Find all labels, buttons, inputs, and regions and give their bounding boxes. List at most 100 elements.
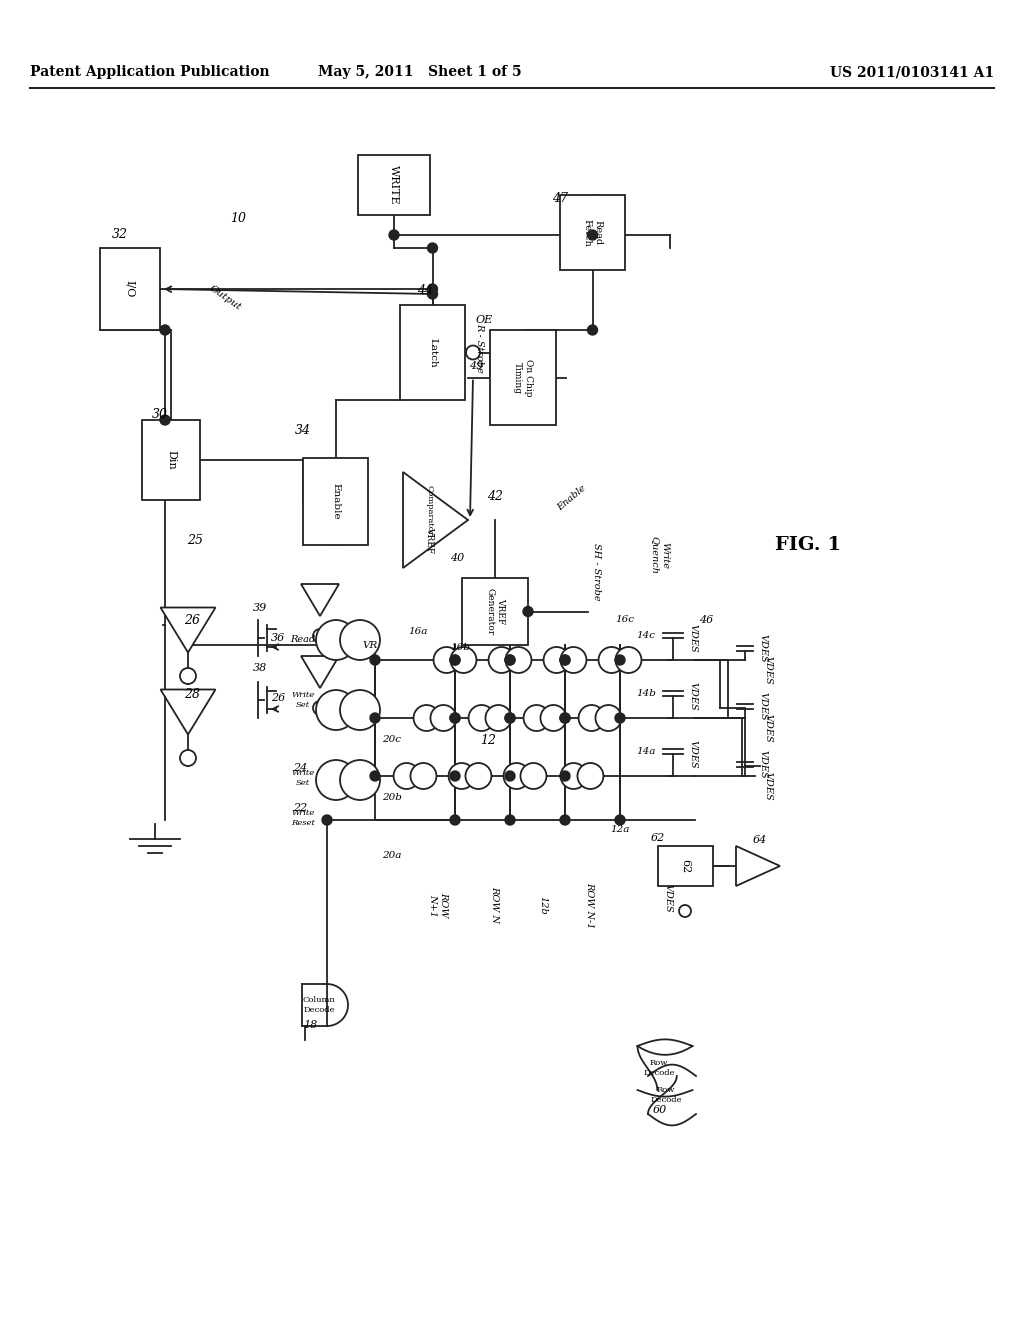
Circle shape	[599, 647, 625, 673]
Circle shape	[160, 325, 170, 335]
Text: ROW N: ROW N	[490, 887, 500, 924]
Text: 20c: 20c	[383, 735, 401, 744]
Circle shape	[506, 647, 531, 673]
Circle shape	[316, 690, 356, 730]
Polygon shape	[161, 689, 215, 734]
Text: WRITE: WRITE	[389, 165, 399, 205]
Text: 60: 60	[653, 1105, 667, 1115]
Bar	[358, 154, 430, 215]
Circle shape	[488, 647, 514, 673]
Text: 14a: 14a	[636, 747, 655, 755]
Polygon shape	[161, 607, 215, 652]
Polygon shape	[301, 583, 339, 616]
Text: Enable: Enable	[331, 483, 340, 520]
Circle shape	[316, 760, 356, 800]
Text: VDES: VDES	[688, 739, 697, 768]
Circle shape	[450, 655, 460, 665]
Text: 49: 49	[469, 360, 483, 371]
Text: 47: 47	[552, 191, 568, 205]
Circle shape	[427, 289, 437, 300]
Text: 34: 34	[295, 424, 311, 437]
Text: US 2011/0103141 A1: US 2011/0103141 A1	[829, 65, 994, 79]
Text: 39: 39	[253, 603, 267, 612]
Circle shape	[466, 763, 492, 789]
Text: 28: 28	[184, 689, 200, 701]
Circle shape	[450, 814, 460, 825]
Text: VDES: VDES	[764, 656, 772, 684]
Circle shape	[560, 655, 570, 665]
Text: 18: 18	[303, 1020, 317, 1030]
Text: VDES: VDES	[759, 750, 768, 779]
Text: 14b: 14b	[636, 689, 656, 697]
Text: Write
Quench: Write Quench	[650, 536, 670, 574]
Text: Write
Set: Write Set	[292, 692, 314, 709]
Text: 20a: 20a	[382, 851, 401, 861]
Text: 16a: 16a	[409, 627, 428, 636]
Text: 16b: 16b	[451, 644, 470, 652]
Bar	[100, 248, 160, 330]
Circle shape	[504, 763, 529, 789]
Text: 64: 64	[753, 836, 767, 845]
Text: VDES: VDES	[764, 714, 772, 742]
Circle shape	[578, 763, 603, 789]
Circle shape	[340, 760, 380, 800]
Circle shape	[615, 814, 625, 825]
Circle shape	[313, 630, 327, 643]
Circle shape	[389, 230, 399, 240]
Circle shape	[588, 325, 597, 335]
Text: Latch: Latch	[428, 338, 437, 367]
Text: 22: 22	[293, 803, 307, 813]
Text: FIG. 1: FIG. 1	[775, 536, 841, 554]
Circle shape	[505, 713, 515, 723]
Circle shape	[430, 705, 457, 731]
Text: I/O: I/O	[125, 280, 135, 298]
Circle shape	[180, 750, 196, 766]
Polygon shape	[403, 473, 468, 568]
Text: 40: 40	[450, 553, 464, 564]
Text: OE: OE	[475, 315, 493, 325]
Text: 12b: 12b	[539, 896, 548, 915]
Text: 25: 25	[187, 533, 203, 546]
Circle shape	[449, 763, 474, 789]
Bar	[560, 195, 625, 271]
Text: VR: VR	[362, 640, 378, 649]
Bar	[658, 846, 713, 886]
Circle shape	[370, 713, 380, 723]
Text: ROW N-1: ROW N-1	[586, 882, 595, 928]
Circle shape	[427, 243, 437, 253]
Circle shape	[450, 713, 460, 723]
Circle shape	[560, 814, 570, 825]
Bar	[400, 305, 465, 400]
Circle shape	[313, 701, 327, 715]
Circle shape	[451, 647, 476, 673]
Text: Enable: Enable	[556, 483, 588, 512]
Circle shape	[579, 705, 604, 731]
Circle shape	[433, 647, 460, 673]
Circle shape	[615, 713, 625, 723]
Text: Output: Output	[208, 284, 243, 313]
Text: Din: Din	[166, 450, 176, 470]
Circle shape	[560, 713, 570, 723]
Text: 24: 24	[293, 763, 307, 774]
Circle shape	[427, 284, 437, 294]
Circle shape	[370, 771, 380, 781]
Text: 12: 12	[480, 734, 496, 747]
Text: VDES: VDES	[764, 772, 772, 800]
Circle shape	[411, 763, 436, 789]
Text: Comparator: Comparator	[426, 484, 434, 536]
Circle shape	[560, 763, 587, 789]
Text: 12a: 12a	[610, 825, 630, 834]
Text: VREF
Generator: VREF Generator	[485, 587, 505, 635]
Text: On Chip
Timing: On Chip Timing	[513, 359, 532, 396]
Text: Row
Decode: Row Decode	[650, 1086, 682, 1104]
Text: VDES: VDES	[759, 692, 768, 721]
Circle shape	[322, 814, 332, 825]
Text: VDES: VDES	[759, 634, 768, 663]
Polygon shape	[736, 846, 780, 886]
Text: 62: 62	[681, 859, 690, 873]
Circle shape	[560, 713, 570, 723]
Text: 30: 30	[152, 408, 168, 421]
Circle shape	[505, 814, 515, 825]
Text: ROW
N+1: ROW N+1	[428, 892, 447, 917]
Text: VDES: VDES	[688, 623, 697, 652]
